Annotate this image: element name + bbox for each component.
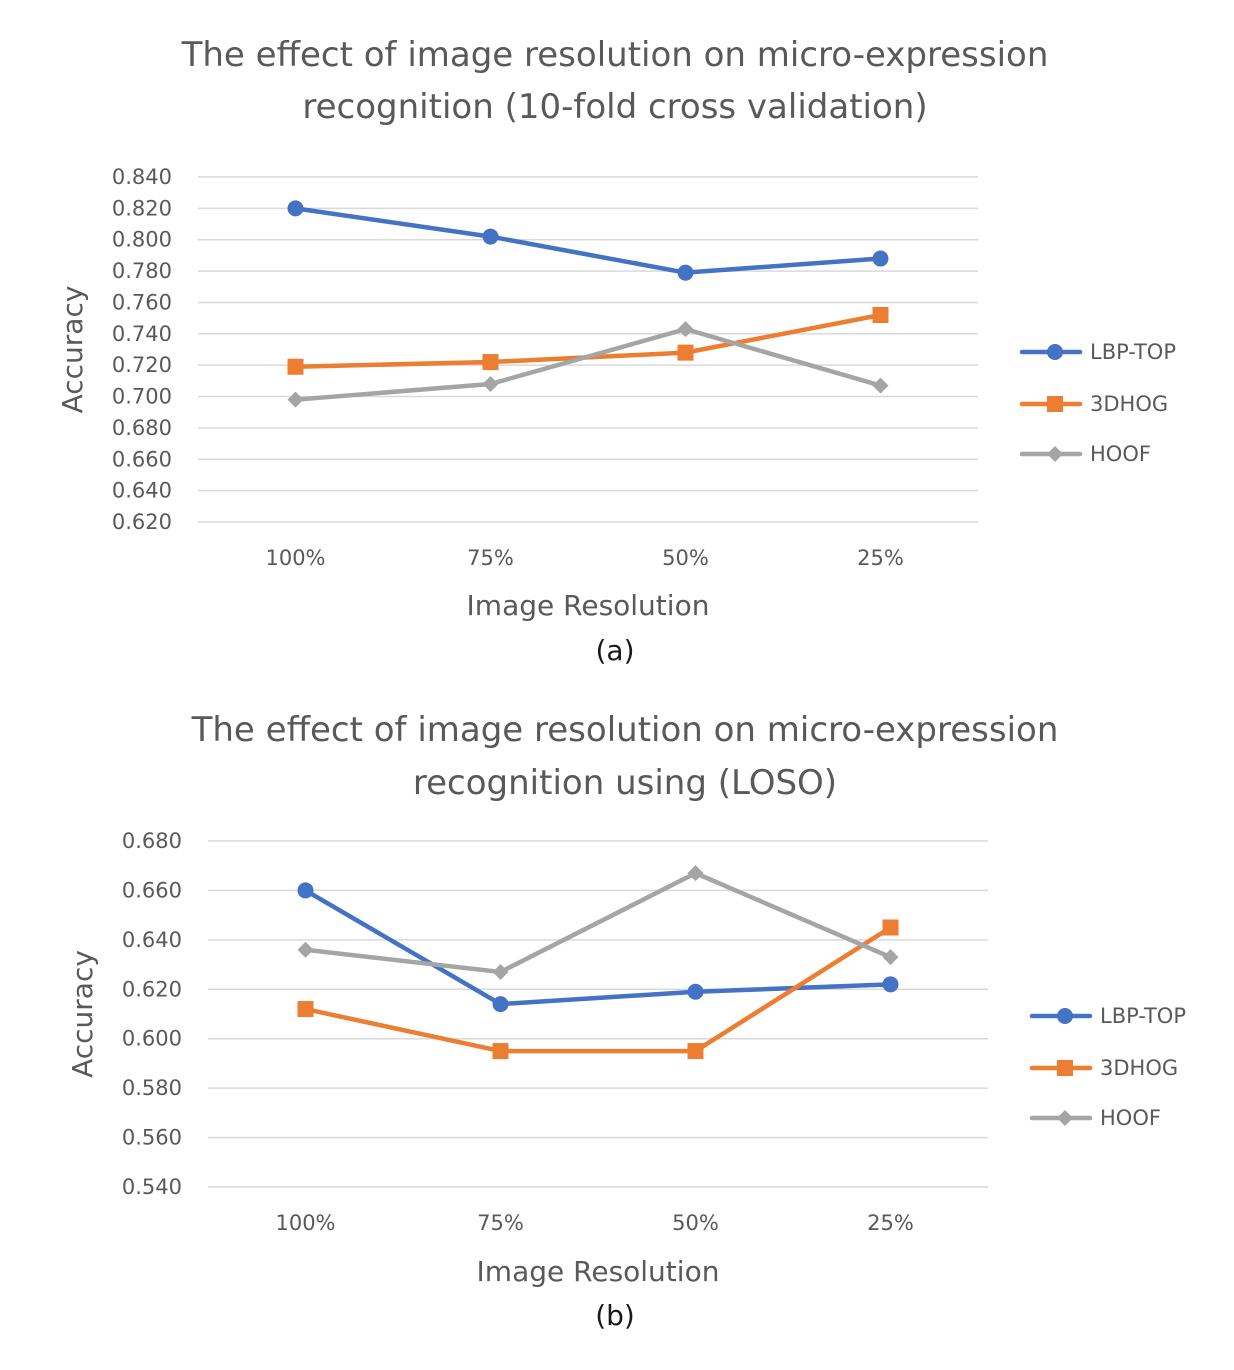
y-tick-label: 0.580 [122,1076,182,1100]
x-tick-label: 25% [857,546,904,570]
data-point [677,321,694,338]
data-point [872,377,889,394]
legend-marker [1047,396,1063,412]
x-tick-label: 50% [672,1211,719,1235]
x-tick-label: 25% [867,1211,914,1235]
y-tick-label: 0.740 [112,322,172,346]
series-line [303,870,893,975]
x-tick-label: 75% [467,546,514,570]
legend-marker [1057,1008,1073,1024]
data-point [297,882,314,899]
series-3dhog [297,919,899,1060]
y-tick-label: 0.560 [122,1126,182,1150]
data-point [677,264,694,281]
x-tick-label: 100% [275,1211,335,1235]
y-tick-label: 0.700 [112,385,172,409]
y-tick-label: 0.820 [112,196,172,220]
data-point [882,949,899,966]
y-tick-label: 0.600 [122,1027,182,1051]
series-line [293,206,883,275]
data-point [492,1043,509,1060]
legend-label: 3DHOG [1100,1056,1178,1080]
x-tick-label: 100% [265,546,325,570]
data-point [677,344,694,361]
data-point [287,391,304,408]
legend-marker [1047,344,1063,360]
y-tick-label: 0.680 [122,829,182,853]
chart-title-line: recognition (10-fold cross validation) [302,87,927,127]
y-tick-label: 0.540 [122,1175,182,1199]
data-point [882,976,899,993]
data-point [687,983,704,1000]
legend-marker [1057,1060,1073,1076]
legend-entry: 3DHOG [1029,1056,1178,1080]
y-tick-label: 0.620 [112,510,172,534]
legend-label: HOOF [1090,442,1151,466]
y-axis-title: Accuracy [66,950,99,1078]
data-point [492,963,509,980]
series-lbp-top [297,882,899,1013]
data-point [882,919,899,936]
y-axis-title: Accuracy [56,286,89,414]
legend-entry: 3DHOG [1019,392,1168,416]
gridlines [208,840,988,1188]
series-lbp-top [287,200,889,281]
legend-marker [1047,446,1063,462]
y-tick-label: 0.660 [112,447,172,471]
data-point [297,1001,314,1018]
x-tick-label: 50% [662,546,709,570]
legend-entry: HOOF [1019,442,1151,466]
gridlines [198,176,978,523]
series-line [303,888,893,1007]
y-tick-label: 0.840 [112,165,172,189]
legend-entry: LBP-TOP [1019,340,1176,364]
chart-title-line: The effect of image resolution on micro-… [191,710,1059,750]
figure-caption: (b) [595,1299,635,1332]
data-point [287,200,304,217]
legend-label: HOOF [1100,1106,1161,1130]
y-tick-label: 0.760 [112,290,172,314]
y-tick-label: 0.720 [112,353,172,377]
chart-a: The effect of image resolution on micro-… [56,35,1176,667]
y-tick-label: 0.680 [112,416,172,440]
data-point [872,250,889,267]
y-tick-label: 0.800 [112,228,172,252]
x-axis-title: Image Resolution [467,589,710,622]
legend-marker [1057,1110,1073,1126]
series-hoof [297,865,899,980]
legend-entry: HOOF [1029,1106,1161,1130]
legend-label: LBP-TOP [1100,1004,1186,1028]
chart-title-line: The effect of image resolution on micro-… [181,35,1049,75]
legend-label: 3DHOG [1090,392,1168,416]
x-axis-title: Image Resolution [477,1255,720,1288]
y-tick-label: 0.780 [112,259,172,283]
data-point [287,358,304,375]
chart-b: The effect of image resolution on micro-… [66,710,1186,1332]
y-tick-label: 0.620 [122,977,182,1001]
y-tick-label: 0.640 [122,928,182,952]
data-point [872,307,889,323]
figure-caption: (a) [595,634,634,667]
data-point [492,996,509,1013]
data-point [687,865,704,882]
y-tick-label: 0.660 [122,878,182,902]
series-hoof [287,321,889,408]
series-line [293,326,883,402]
data-point [297,941,314,958]
y-tick-label: 0.640 [112,479,172,503]
data-point [482,376,499,392]
legend-entry: LBP-TOP [1029,1004,1186,1028]
series-line [303,925,893,1054]
data-point [482,354,499,371]
data-point [482,228,499,245]
legend-label: LBP-TOP [1090,340,1176,364]
x-tick-label: 75% [477,1211,524,1235]
chart-title-line: recognition using (LOSO) [413,763,837,803]
data-point [687,1043,704,1060]
